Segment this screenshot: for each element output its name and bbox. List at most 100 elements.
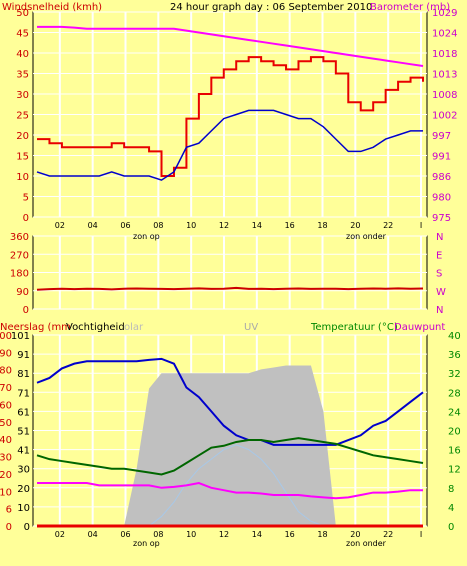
x-tick-label: 10 <box>186 221 196 230</box>
x-tick-label: 06 <box>120 221 130 230</box>
x-tick-label: 08 <box>153 530 163 539</box>
rain-tick-label: 60 <box>0 400 12 411</box>
humidity-tick-label: 81 <box>17 369 30 380</box>
y2-tick-label: 1008 <box>432 90 457 101</box>
series-line-temperature <box>36 357 424 446</box>
x-tick-label: 08 <box>153 221 163 230</box>
y-tick-label: 10 <box>16 172 29 183</box>
temperature-tick-label: 32 <box>448 369 461 380</box>
humidity-tick-label: 10 <box>17 503 30 514</box>
temperature-axis-title: Temperatuur (°C) <box>310 322 398 333</box>
y-tick-label: 50 <box>16 8 29 19</box>
sunset-label-1: zon onder <box>346 232 387 241</box>
y-tick-label: 5 <box>23 193 29 204</box>
wind-axis-title: Windsnelheid (kmh) <box>2 2 102 13</box>
humidity-tick-label: 0 <box>24 522 30 533</box>
barometer-axis-title: Barometer (mb) <box>370 2 450 13</box>
y2-tick-label: 986 <box>432 172 451 183</box>
temperature-tick-label: 28 <box>448 388 461 399</box>
temperature-tick-label: 4 <box>448 503 454 514</box>
y-tick-label: 360 <box>10 232 29 243</box>
rain-tick-label: 100 <box>0 331 12 342</box>
humidity-tick-label: 71 <box>17 388 30 399</box>
y2-tick-label: 1024 <box>432 29 457 40</box>
y-tick-label: 45 <box>16 29 29 40</box>
humidity-tick-label: 101 <box>11 331 30 342</box>
rain-tick-label: 6 <box>6 505 12 516</box>
x-tick-label: 14 <box>252 221 262 230</box>
axis-labels: 02 04 06 08 10 12 14 16 18 20 22 I02 04 06 08 10 12 14 16 1… <box>0 8 461 539</box>
temperature-tick-label: 40 <box>448 331 461 342</box>
y-tick-label: 35 <box>16 70 29 81</box>
humidity-axis-title: Vochtigheid <box>66 322 125 333</box>
y-tick-label: 180 <box>10 269 29 280</box>
uv-axis-title: UV <box>244 322 258 333</box>
series-line-barometer <box>37 25 424 68</box>
x-tick-label: 16 <box>285 221 295 230</box>
compass-tick-label: N <box>436 305 443 316</box>
rain-tick-label: 50 <box>0 418 12 429</box>
temperature-tick-label: 0 <box>448 522 454 533</box>
y2-tick-label: 1002 <box>432 111 457 122</box>
compass-tick-label: S <box>436 269 442 280</box>
grid-lines <box>33 11 427 527</box>
humidity-tick-label: 51 <box>17 427 30 438</box>
x-tick-label: I <box>420 221 422 230</box>
series-line-humidity <box>36 437 424 476</box>
y-tick-label: 20 <box>16 131 29 142</box>
y-tick-label: 25 <box>16 111 29 122</box>
y-tick-label: 90 <box>16 287 29 298</box>
y2-tick-label: 1029 <box>432 8 457 19</box>
rain-tick-label: 40 <box>0 435 12 446</box>
x-tick-label: 02 <box>55 221 65 230</box>
compass-tick-label: E <box>436 250 442 261</box>
x-tick-label: 18 <box>317 221 327 230</box>
sunrise-label-2: zon op <box>133 539 160 548</box>
x-tick-label: 10 <box>186 530 196 539</box>
temperature-tick-label: 8 <box>448 484 454 495</box>
rain-tick-label: 30 <box>0 453 12 464</box>
temperature-tick-label: 12 <box>448 465 461 476</box>
temperature-tick-label: 20 <box>448 427 461 438</box>
temperature-tick-label: 36 <box>448 350 461 361</box>
x-tick-label: 16 <box>285 530 295 539</box>
y2-tick-label: 991 <box>432 152 451 163</box>
humidity-tick-label: 61 <box>17 407 30 418</box>
y-tick-label: 40 <box>16 49 29 60</box>
humidity-tick-label: 91 <box>17 350 30 361</box>
x-tick-label: 04 <box>88 530 98 539</box>
y2-tick-label: 980 <box>432 193 451 204</box>
rain-axis-title: Neerslag (mm <box>0 322 71 333</box>
rain-tick-label: 80 <box>0 366 12 377</box>
humidity-tick-label: 20 <box>17 484 30 495</box>
humidity-tick-label: 41 <box>17 446 30 457</box>
y-tick-label: 270 <box>10 250 29 261</box>
x-tick-label: 04 <box>88 221 98 230</box>
x-tick-label: 18 <box>317 530 327 539</box>
chart-title: 24 hour graph day : 06 September 2010 <box>170 2 372 13</box>
x-tick-label: 12 <box>219 530 229 539</box>
y2-tick-label: 1018 <box>432 49 457 60</box>
sunrise-label-1: zon op <box>133 232 160 241</box>
chart-marks <box>36 25 424 528</box>
solar-axis-title: olar <box>124 322 144 333</box>
x-tick-label: I <box>420 530 422 539</box>
rain-tick-label: 90 <box>0 348 12 359</box>
rain-tick-label: 0 <box>6 522 12 533</box>
y2-tick-label: 1013 <box>432 70 457 81</box>
y2-tick-label: 997 <box>432 131 451 142</box>
series-line-wind-gust <box>37 56 424 177</box>
rain-tick-label: 20 <box>0 470 12 481</box>
temperature-tick-label: 16 <box>448 446 461 457</box>
y-tick-label: 30 <box>16 90 29 101</box>
humidity-tick-label: 30 <box>17 465 30 476</box>
x-tick-label: 06 <box>120 530 130 539</box>
compass-tick-label: N <box>436 232 443 243</box>
x-tick-label: 20 <box>350 530 360 539</box>
x-tick-label: 20 <box>350 221 360 230</box>
series-line-dewpoint <box>37 481 423 500</box>
sunset-label-2: zon onder <box>346 539 387 548</box>
series-line-wind-avg <box>36 109 423 181</box>
